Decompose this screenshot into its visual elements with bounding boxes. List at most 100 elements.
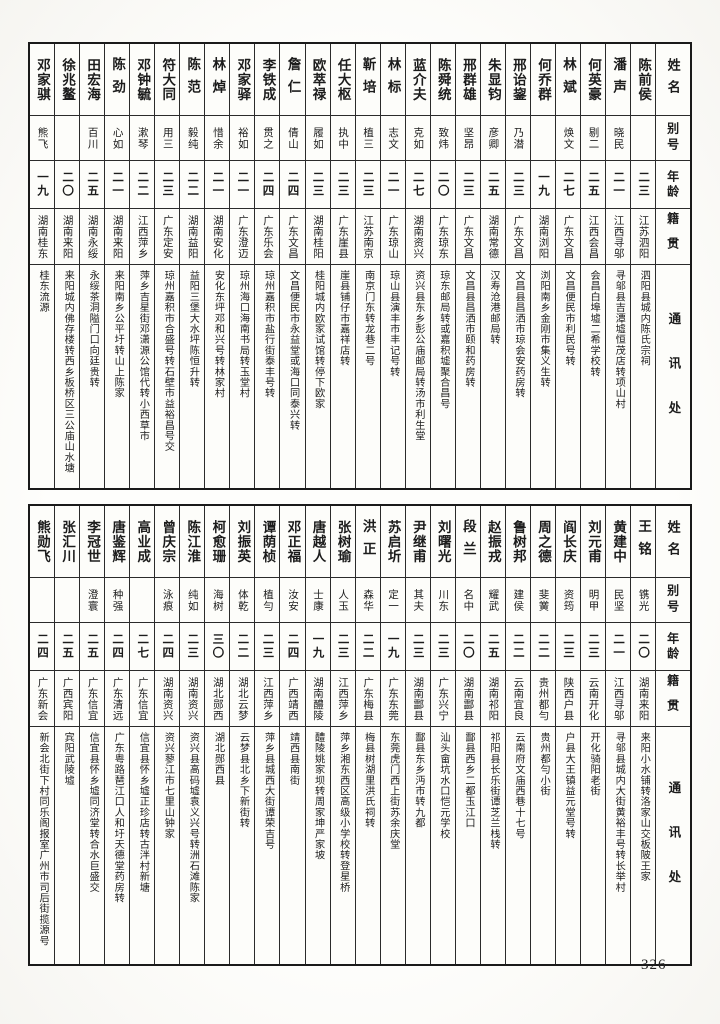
alias-cell: 植勻 <box>255 578 280 623</box>
native-cell: 广东信宜 <box>80 671 105 727</box>
name-cell: 朱显钧 <box>480 44 505 116</box>
contact-text: 琼东邮局转或嘉积墟聚合昌号 <box>437 270 449 410</box>
native-cell: 广东信宜 <box>130 671 155 727</box>
native-cell: 贵州都勻 <box>530 671 555 727</box>
native-cell: 湖南桂东 <box>30 209 55 265</box>
age-text: 二二 <box>186 171 199 198</box>
native-text: 江西萍乡 <box>261 676 273 721</box>
person-column: 唐鉴辉 种强 二四 广东清远 广东粤路琶江口人和圩天德堂药房转 <box>104 506 130 964</box>
age-text: 二〇 <box>461 633 474 660</box>
native-cell: 江西萍乡 <box>330 671 355 727</box>
name-text: 徐兆鳌 <box>60 57 76 102</box>
native-text: 湖南益阳 <box>186 214 198 259</box>
person-column: 邓钟毓 漱琴 二二 江西萍乡 萍乡吉星街邓潇源公馆代转小西草市 <box>129 44 155 488</box>
alias-cell: 人玉 <box>330 578 355 623</box>
native-cell: 广东琼山 <box>380 209 405 265</box>
age-text: 二三 <box>436 633 449 660</box>
age-cell: 二二 <box>530 623 555 671</box>
native-text: 云南开化 <box>587 676 599 721</box>
age-cell: 二二 <box>355 623 380 671</box>
native-text: 广东梅县 <box>362 676 374 721</box>
native-text: 云南宜良 <box>512 676 524 721</box>
contact-text: 萍乡县城西大街谭荣吉号 <box>262 732 274 850</box>
native-text: 江苏泗阳 <box>637 214 649 259</box>
header-contact: 通讯处 <box>656 727 690 964</box>
name-text: 田宏海 <box>85 57 101 102</box>
native-cell: 广东兴宁 <box>430 671 455 727</box>
contact-cell: 文昌县昌洒市琼会安药房转 <box>506 265 530 488</box>
person-column: 李铁成 贯之 二四 广东乐会 琼州嘉积市盐行街泰丰号转 <box>254 44 280 488</box>
name-cell: 谭荫桢 <box>255 506 280 578</box>
alias-text: 体乾 <box>236 588 248 612</box>
native-text: 广东文昌 <box>286 214 298 259</box>
age-text: 二一 <box>612 633 625 660</box>
person-column: 张汇川 二五 广西宾阳 宾阳武陵墟 <box>54 506 80 964</box>
contact-text: 寻邬县吉潭墟恒茂店转项山村 <box>613 270 625 410</box>
native-cell: 湖南酃县 <box>455 671 480 727</box>
native-cell: 江西萍乡 <box>255 671 280 727</box>
name-text: 陈范 <box>185 57 201 102</box>
header-column: 姓名 别号 年龄 籍贯 通讯处 <box>655 44 691 488</box>
name-text: 刘振英 <box>235 519 251 564</box>
alias-text: 志文 <box>387 126 399 150</box>
age-cell: 二七 <box>555 161 581 209</box>
contact-text: 文昌县昌洒市颐和药房转 <box>462 270 474 388</box>
contact-cell: 来阳城内佛存楼转西乡板桥区三公庙山水塘 <box>55 265 79 488</box>
name-cell: 何乔群 <box>530 44 555 116</box>
native-cell: 湖南资兴 <box>155 671 180 727</box>
native-cell: 湖北云梦 <box>230 671 255 727</box>
alias-text: 履如 <box>312 126 324 150</box>
alias-cell: 定一 <box>380 578 405 623</box>
name-cell: 陈劲 <box>105 44 130 116</box>
name-cell: 刘振英 <box>230 506 255 578</box>
alias-text: 熊飞 <box>36 126 48 150</box>
alias-cell: 坚昂 <box>455 116 480 161</box>
native-text: 广东文昌 <box>462 214 474 259</box>
age-cell: 二二 <box>180 161 205 209</box>
name-text: 唐越人 <box>310 519 326 564</box>
native-cell: 湖南桂阳 <box>305 209 330 265</box>
header-native-text: 籍贯 <box>665 673 680 724</box>
contact-cell: 开化骑阳老街 <box>581 727 605 964</box>
native-cell: 广西靖西 <box>280 671 305 727</box>
native-text: 湖南酃县 <box>412 676 424 721</box>
header-native-text: 籍贯 <box>665 211 680 262</box>
person-column: 高业成 二七 广东信宜 信宜县怀乡墟正珍店转古泮村新塘 <box>129 506 155 964</box>
contact-text: 汉寿沧港邮局转 <box>487 270 499 345</box>
age-cell: 一九 <box>30 161 55 209</box>
contact-text: 贵州都勻小街 <box>538 732 550 797</box>
contact-cell: 湖北郧西县 <box>205 727 229 964</box>
age-text: 二七 <box>136 633 149 660</box>
age-cell: 二三 <box>505 161 530 209</box>
name-text: 高业成 <box>135 519 151 564</box>
age-cell: 二一 <box>105 161 130 209</box>
alias-text: 执中 <box>337 126 349 150</box>
contact-cell: 琼州嘉积市合盛号转石壁市益裕昌号交 <box>155 265 179 488</box>
age-cell: 二四 <box>255 161 280 209</box>
contact-text: 云梦县北乡下新街转 <box>237 732 249 829</box>
person-column: 洪正 森华 二二 广东梅县 梅县树湖里洪氏祠转 <box>354 506 380 964</box>
alias-cell: 剔二 <box>581 116 606 161</box>
contact-text: 萍乡吉星街邓潇源公馆代转小西草市 <box>137 270 149 442</box>
native-text: 广东定安 <box>161 214 173 259</box>
person-column: 徐兆鳌 二〇 湖南来阳 来阳城内佛存楼转西乡板桥区三公庙山水塘 <box>54 44 80 488</box>
age-cell: 二七 <box>405 161 430 209</box>
name-cell: 张汇川 <box>55 506 80 578</box>
contact-text: 资兴县东乡彭公庙邮局转汤市利生堂 <box>412 270 424 442</box>
alias-cell: 毅纯 <box>180 116 205 161</box>
age-text: 二〇 <box>61 171 74 198</box>
age-cell: 二三 <box>305 161 330 209</box>
name-cell: 苏启圻 <box>380 506 405 578</box>
contact-cell: 祁阳县长乐街谭芝兰栈转 <box>481 727 505 964</box>
person-column: 任大枢 执中 二三 广东崖县 崖县铺仔市嘉祥店转 <box>329 44 355 488</box>
person-column: 潘声 晓民 二一 江西寻邬 寻邬县吉潭墟恒茂店转项山村 <box>605 44 631 488</box>
native-text: 湖南常德 <box>487 214 499 259</box>
contact-text: 来阳小水铺转洛家山交板陂王家 <box>638 732 650 882</box>
native-cell: 湖南醴陵 <box>305 671 330 727</box>
contact-cell: 醴陵姚家坝转周家坤严家坡 <box>306 727 330 964</box>
contact-cell: 来阳小水铺转洛家山交板陂王家 <box>631 727 655 964</box>
native-cell: 广东文昌 <box>505 209 530 265</box>
alias-cell <box>55 578 80 623</box>
name-text: 邓家驿 <box>235 57 251 102</box>
header-name: 姓名 <box>656 44 691 116</box>
